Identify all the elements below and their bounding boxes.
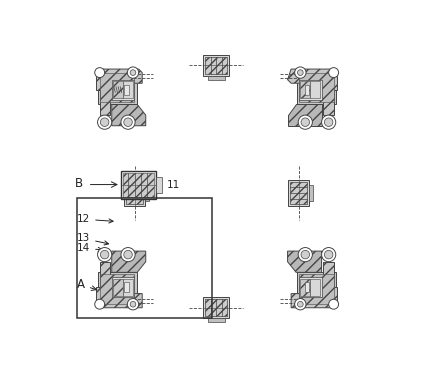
Bar bbox=[156, 177, 162, 193]
Polygon shape bbox=[287, 105, 322, 126]
Circle shape bbox=[121, 115, 135, 129]
Polygon shape bbox=[287, 69, 330, 83]
Circle shape bbox=[127, 299, 139, 310]
Polygon shape bbox=[100, 294, 142, 308]
Circle shape bbox=[130, 301, 136, 307]
Circle shape bbox=[97, 115, 112, 129]
Bar bbox=[203, 55, 230, 75]
Bar bbox=[300, 279, 310, 296]
Bar bbox=[290, 182, 307, 204]
Circle shape bbox=[301, 250, 310, 259]
Bar bbox=[203, 297, 230, 318]
Text: 12: 12 bbox=[77, 214, 113, 224]
Text: 14: 14 bbox=[77, 244, 102, 254]
Polygon shape bbox=[112, 251, 146, 272]
Circle shape bbox=[97, 247, 112, 262]
Bar bbox=[112, 277, 135, 297]
Text: B: B bbox=[76, 177, 84, 190]
Bar bbox=[123, 173, 154, 197]
Circle shape bbox=[100, 118, 109, 126]
Bar bbox=[309, 185, 313, 201]
Bar bbox=[77, 198, 212, 318]
Bar bbox=[299, 277, 322, 297]
Bar bbox=[299, 80, 322, 100]
Circle shape bbox=[298, 115, 312, 129]
Circle shape bbox=[124, 250, 132, 259]
Polygon shape bbox=[96, 76, 110, 115]
Bar bbox=[205, 57, 227, 74]
Circle shape bbox=[298, 247, 312, 262]
Bar bbox=[297, 272, 336, 306]
Polygon shape bbox=[291, 294, 334, 308]
Text: 11: 11 bbox=[127, 180, 180, 190]
Circle shape bbox=[295, 67, 306, 78]
Text: A: A bbox=[77, 278, 96, 291]
Bar bbox=[112, 80, 135, 100]
Bar bbox=[123, 81, 133, 98]
Circle shape bbox=[121, 247, 135, 262]
Bar bbox=[305, 85, 309, 95]
Bar bbox=[310, 279, 320, 296]
Circle shape bbox=[124, 118, 132, 126]
Bar bbox=[126, 182, 143, 204]
Circle shape bbox=[329, 68, 338, 78]
Circle shape bbox=[295, 299, 306, 310]
Bar bbox=[113, 81, 123, 98]
Circle shape bbox=[325, 250, 333, 259]
Bar bbox=[113, 279, 123, 296]
Bar bbox=[121, 171, 156, 199]
Bar bbox=[97, 70, 137, 105]
Circle shape bbox=[298, 70, 303, 75]
Bar bbox=[97, 272, 137, 306]
Polygon shape bbox=[323, 262, 337, 301]
Bar bbox=[123, 279, 133, 296]
Bar bbox=[208, 318, 225, 322]
Bar bbox=[208, 75, 225, 80]
Bar bbox=[145, 185, 149, 201]
Polygon shape bbox=[323, 76, 337, 115]
Circle shape bbox=[325, 118, 333, 126]
Bar bbox=[124, 282, 129, 292]
Text: 13: 13 bbox=[77, 234, 108, 245]
Bar bbox=[124, 85, 129, 95]
Bar bbox=[205, 300, 227, 316]
Circle shape bbox=[329, 299, 338, 309]
Circle shape bbox=[95, 68, 105, 78]
Bar bbox=[297, 70, 336, 105]
Circle shape bbox=[301, 118, 310, 126]
Bar bbox=[310, 81, 320, 98]
Bar bbox=[100, 275, 135, 304]
Polygon shape bbox=[112, 105, 146, 126]
Circle shape bbox=[322, 247, 336, 262]
Polygon shape bbox=[287, 251, 322, 272]
Circle shape bbox=[298, 301, 303, 307]
Polygon shape bbox=[103, 69, 142, 83]
Circle shape bbox=[95, 299, 105, 309]
Bar bbox=[299, 275, 334, 304]
Bar bbox=[100, 73, 135, 102]
Circle shape bbox=[127, 67, 139, 78]
Bar bbox=[124, 180, 145, 206]
Polygon shape bbox=[96, 262, 110, 301]
Bar bbox=[305, 282, 309, 292]
Bar bbox=[288, 180, 309, 206]
Circle shape bbox=[100, 250, 109, 259]
Bar bbox=[300, 81, 310, 98]
Circle shape bbox=[130, 70, 136, 75]
Circle shape bbox=[322, 115, 336, 129]
Bar bbox=[299, 73, 334, 102]
